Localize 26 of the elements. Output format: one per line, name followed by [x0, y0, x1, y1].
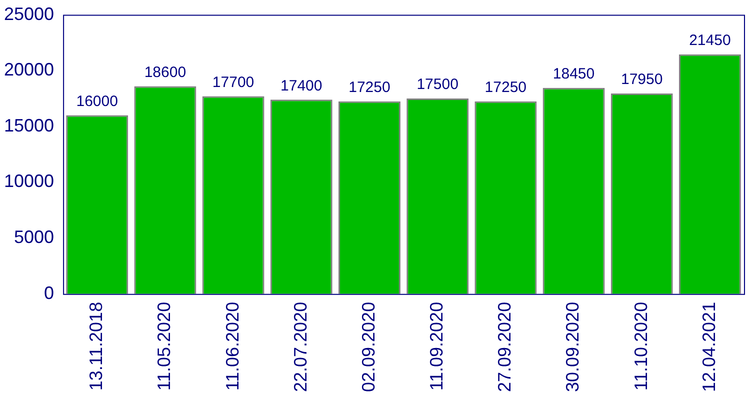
- x-tick-label: 27.09.2020: [494, 302, 515, 392]
- x-tick-label: 30.09.2020: [562, 302, 583, 392]
- data-label: 17700: [212, 74, 254, 91]
- x-tick-label: 13.11.2018: [86, 302, 106, 391]
- x-tick-label: 02.09.2020: [358, 302, 378, 392]
- data-label: 18450: [552, 66, 595, 83]
- data-label: 17250: [484, 78, 527, 96]
- y-tick-label: 5000: [14, 227, 54, 248]
- y-tick-label: 20000: [4, 60, 54, 80]
- y-tick-label: 25000: [4, 4, 54, 24]
- data-label: 17950: [621, 71, 663, 88]
- data-label: 16000: [76, 92, 118, 110]
- x-tick-label: 11.06.2020: [222, 302, 242, 391]
- x-tick-label: 11.09.2020: [426, 302, 447, 391]
- y-tick-label: 15000: [4, 115, 54, 136]
- y-tick-label: 10000: [4, 171, 54, 192]
- x-tick-label: 11.10.2020: [630, 302, 651, 391]
- data-label: 17250: [348, 78, 390, 96]
- data-label: 17400: [280, 77, 322, 94]
- data-label: 21450: [689, 32, 731, 50]
- x-tick-label: 22.07.2020: [290, 302, 310, 392]
- x-tick-label: 12.04.2021: [698, 302, 719, 392]
- data-label: 17500: [416, 76, 458, 94]
- y-tick-label: 0: [44, 282, 54, 303]
- data-label: 18600: [144, 64, 186, 81]
- x-tick-label: 11.05.2020: [154, 302, 174, 391]
